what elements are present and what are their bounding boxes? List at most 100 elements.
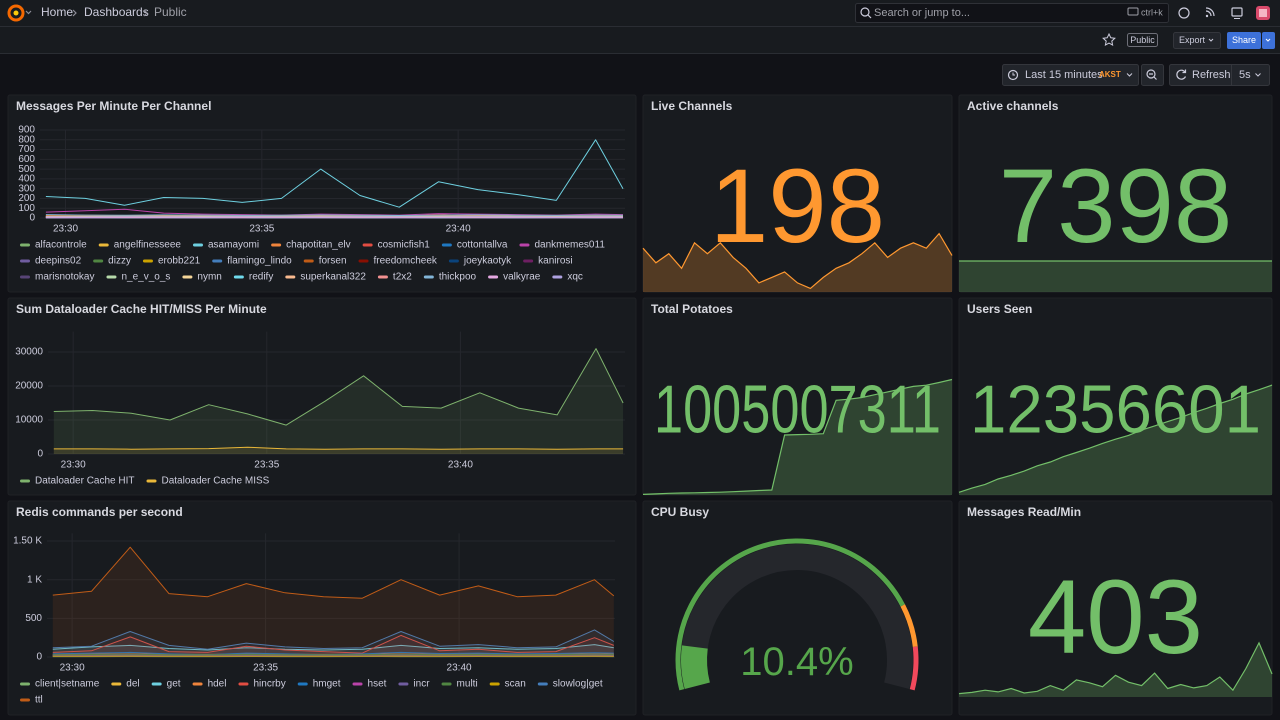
legend-label: incr [413, 679, 430, 690]
legend-label: client|setname [35, 679, 100, 690]
legend-swatch [362, 243, 373, 247]
search-box[interactable]: Search or jump to... ctrl+k [855, 3, 1169, 23]
y-tick-label: 400 [18, 174, 35, 185]
panel-title: Live Channels [651, 99, 733, 113]
search-icon [860, 7, 870, 17]
legend-label: redify [249, 272, 273, 283]
legend-swatch [192, 682, 203, 686]
legend-swatch [20, 243, 30, 247]
export-button[interactable]: Export [1173, 32, 1221, 49]
y-tick-label: 600 [18, 154, 35, 165]
breadcrumb[interactable]: Home [41, 5, 73, 19]
legend-label: freedomcheek [374, 256, 438, 267]
gauge-value [681, 645, 710, 690]
grafana-logo[interactable] [7, 4, 32, 22]
x-tick-label: 23:35 [253, 663, 278, 674]
legend-swatch [238, 682, 249, 686]
refresh-button[interactable]: Refresh 5s [1169, 64, 1270, 86]
chevron [72, 9, 77, 17]
zoom-out-button[interactable] [1141, 64, 1164, 86]
legend-swatch [358, 259, 369, 263]
toolbar [0, 27, 1280, 53]
panel [642, 500, 953, 716]
sparkline-area [959, 261, 1272, 292]
legend-label: chapotitan_elv [286, 240, 351, 251]
legend-label: ttl [35, 695, 43, 706]
chevron [1255, 73, 1261, 77]
legend-swatch [448, 259, 459, 263]
button-label: Export [1179, 35, 1206, 45]
legend-swatch [271, 243, 282, 247]
time-picker[interactable]: Last 15 minutes AKST [1002, 64, 1139, 86]
legend-swatch [297, 682, 308, 686]
share-button[interactable]: Share [1227, 32, 1275, 49]
clock-hands [1012, 72, 1015, 76]
star-icon[interactable] [1102, 32, 1116, 47]
legend-swatch [523, 259, 534, 263]
sparkline [642, 378, 953, 495]
legend-label: scan [505, 679, 526, 690]
series-line [52, 653, 614, 656]
legend-label: cosmicfish1 [378, 240, 431, 251]
legend-label: dankmemes011 [534, 240, 605, 251]
area-fill [52, 547, 614, 657]
legend-swatch [233, 275, 244, 279]
legend-label: thickpoo [439, 272, 477, 283]
stat-value: 198 [710, 148, 885, 265]
button-label: Share [1232, 35, 1256, 45]
stat-value: 1005007311 [654, 371, 941, 447]
avatar-pattern [1259, 9, 1267, 17]
legend-label: erobb221 [158, 256, 201, 267]
panel-title: Messages Per Minute Per Channel [16, 99, 211, 113]
threshold-band [675, 538, 905, 691]
monitor [1231, 7, 1243, 17]
news-icon[interactable] [1205, 7, 1215, 18]
button-bg [1169, 64, 1270, 86]
chevron [1208, 38, 1214, 42]
help-icon[interactable] [1178, 7, 1190, 19]
y-tick-label: 20000 [15, 381, 43, 392]
y-tick-label: 0 [29, 213, 35, 224]
kiosk-icon[interactable] [1231, 7, 1243, 19]
legend-label: dizzy [108, 256, 131, 267]
threshold-band [909, 646, 919, 691]
panel [958, 500, 1273, 716]
series-line [52, 644, 614, 651]
panel-title: Total Potatoes [651, 302, 733, 316]
panel-title: Active channels [967, 99, 1059, 113]
avatar[interactable] [1256, 6, 1270, 20]
legend-swatch [20, 698, 30, 702]
y-tick-label: 900 [18, 125, 35, 136]
legend-swatch [20, 259, 30, 263]
breadcrumb[interactable]: Dashboards [84, 5, 149, 19]
x-tick-label: 23:30 [53, 224, 78, 235]
legend-label: joeykaotyk [463, 256, 512, 267]
y-tick-label: 100 [18, 203, 35, 214]
legend-label: asamayomi [208, 240, 259, 251]
legend-swatch [106, 275, 117, 279]
legend-label: nymn [197, 272, 221, 283]
clock-icon [1007, 69, 1019, 81]
y-tick-label: 0 [37, 449, 43, 460]
chevron [25, 10, 32, 15]
sparkline-area [959, 642, 1272, 697]
legend-label: Dataloader Cache MISS [162, 476, 270, 487]
keyboard-icon [1127, 7, 1139, 16]
x-tick-label: 23:35 [249, 224, 274, 235]
x-tick-label: 23:40 [447, 663, 472, 674]
y-tick-label: 0 [36, 652, 42, 663]
legend-label: n_e_v_o_s [121, 272, 170, 283]
series-line [53, 446, 624, 450]
refresh-label: Refresh [1192, 69, 1231, 81]
series-line [52, 546, 615, 599]
sparkline-area [643, 233, 952, 292]
legend-swatch [146, 479, 157, 483]
legend-swatch [142, 259, 153, 263]
area-fill [53, 348, 624, 454]
y-tick-label: 700 [18, 144, 35, 155]
legend-label: hset [368, 679, 387, 690]
legend-label: hdel [208, 679, 227, 690]
chevron [1265, 38, 1271, 42]
legend-label: xqc [567, 272, 583, 283]
y-tick-label: 300 [18, 183, 35, 194]
